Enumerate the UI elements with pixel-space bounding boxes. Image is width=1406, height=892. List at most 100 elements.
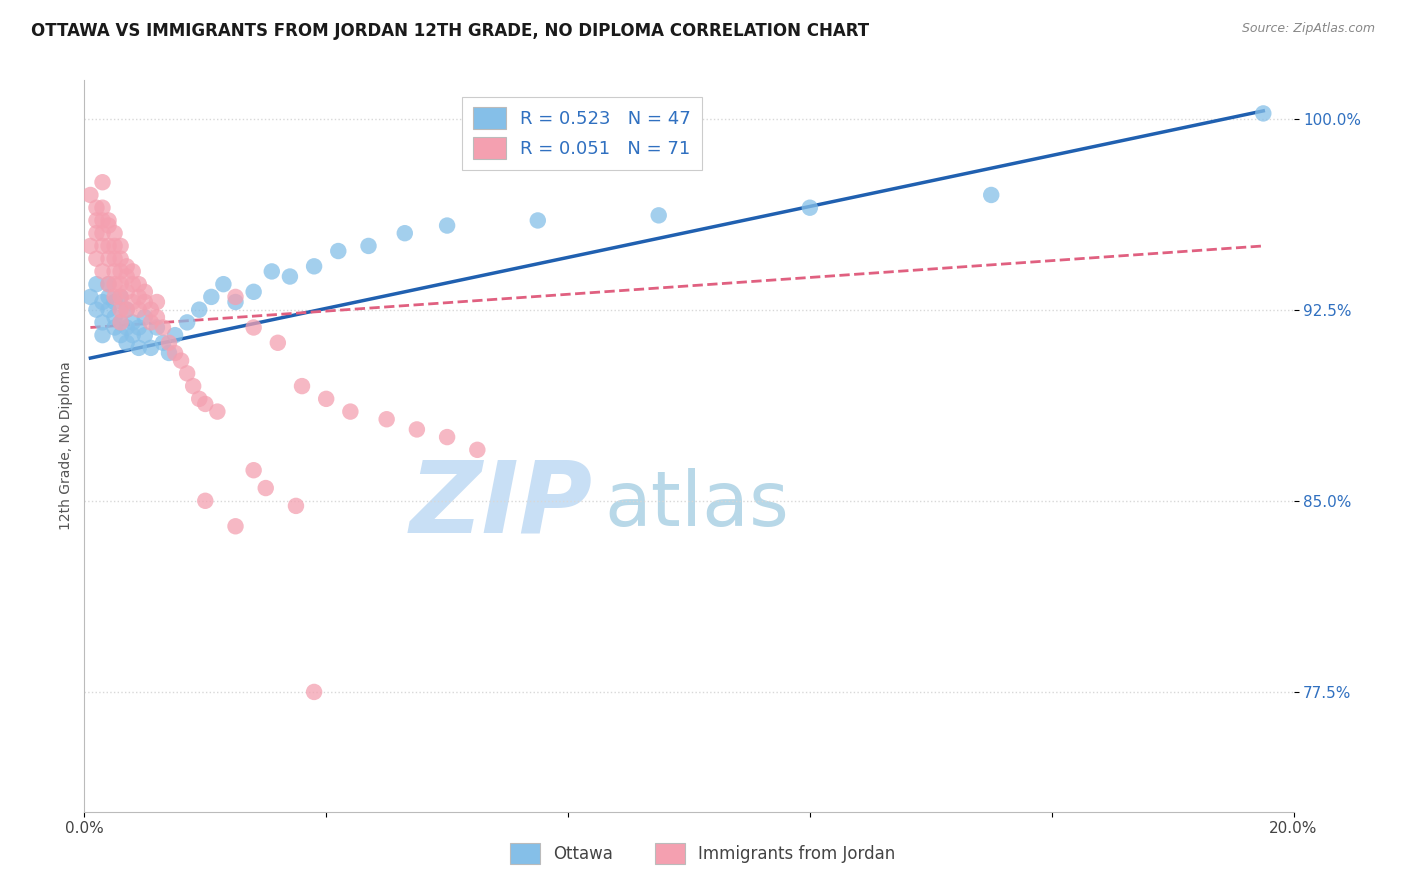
Point <box>139 341 162 355</box>
Text: OTTAWA VS IMMIGRANTS FROM JORDAN 12TH GRADE, NO DIPLOMA CORRELATION CHART: OTTAWA VS IMMIGRANTS FROM JORDAN 12TH GR… <box>31 22 869 40</box>
Point <box>315 392 337 406</box>
Point <box>97 290 120 304</box>
Point <box>278 269 301 284</box>
Point <box>207 404 229 418</box>
Point <box>152 335 174 350</box>
Point <box>242 320 264 334</box>
Point <box>97 213 120 227</box>
Point <box>97 277 120 292</box>
Point <box>128 320 150 334</box>
Point <box>121 264 143 278</box>
Point <box>104 264 127 278</box>
Point <box>104 290 127 304</box>
Point <box>121 315 143 329</box>
Point <box>128 341 150 355</box>
Point <box>110 290 132 304</box>
Point <box>406 422 429 436</box>
Point <box>328 244 350 258</box>
Point <box>648 208 671 222</box>
Point <box>86 302 108 317</box>
Point <box>97 252 120 266</box>
Point <box>121 295 143 310</box>
Point <box>242 285 264 299</box>
Point <box>467 442 489 457</box>
Point <box>267 335 290 350</box>
Point <box>146 310 169 325</box>
Point <box>436 430 458 444</box>
Point <box>194 397 217 411</box>
Point <box>254 481 277 495</box>
Point <box>104 226 127 240</box>
Point <box>104 252 127 266</box>
Point <box>104 277 127 292</box>
Point <box>357 239 380 253</box>
Point <box>188 392 211 406</box>
Point <box>339 404 361 418</box>
Point <box>302 260 325 274</box>
Point <box>110 328 132 343</box>
Legend: R = 0.523   N = 47, R = 0.051   N = 71: R = 0.523 N = 47, R = 0.051 N = 71 <box>463 96 702 169</box>
Point <box>212 277 235 292</box>
Point <box>200 290 222 304</box>
Point <box>110 239 132 253</box>
Point <box>436 219 458 233</box>
Point <box>188 302 211 317</box>
Point <box>104 239 127 253</box>
Point <box>302 685 325 699</box>
Point <box>128 290 150 304</box>
Point <box>91 328 114 343</box>
Point <box>291 379 314 393</box>
Point <box>104 295 127 310</box>
Point <box>285 499 308 513</box>
Point <box>225 290 247 304</box>
Point <box>1253 106 1275 120</box>
Point <box>165 328 187 343</box>
Point <box>86 226 108 240</box>
Point <box>110 302 132 317</box>
Point <box>104 310 127 325</box>
Point <box>157 335 180 350</box>
Text: ZIP: ZIP <box>409 456 592 553</box>
Point <box>152 320 174 334</box>
Point <box>110 290 132 304</box>
Point <box>91 295 114 310</box>
Point <box>91 175 114 189</box>
Point <box>260 264 283 278</box>
Point <box>86 277 108 292</box>
Point <box>110 277 132 292</box>
Point <box>79 290 101 304</box>
Point <box>225 519 247 533</box>
Point <box>97 239 120 253</box>
Point <box>110 315 132 329</box>
Point <box>86 252 108 266</box>
Point <box>121 277 143 292</box>
Point <box>91 226 114 240</box>
Point <box>375 412 398 426</box>
Point <box>91 213 114 227</box>
Point <box>79 188 101 202</box>
Point <box>165 346 187 360</box>
Point <box>86 213 108 227</box>
Point <box>97 302 120 317</box>
Point <box>194 493 217 508</box>
Point <box>134 310 156 325</box>
Point <box>139 302 162 317</box>
Point <box>91 264 114 278</box>
Point <box>115 302 138 317</box>
Point <box>115 269 138 284</box>
Point <box>181 379 204 393</box>
Point <box>527 213 550 227</box>
Point <box>110 252 132 266</box>
Text: Source: ZipAtlas.com: Source: ZipAtlas.com <box>1241 22 1375 36</box>
Point <box>115 320 138 334</box>
Point <box>242 463 264 477</box>
Legend: Ottawa, Immigrants from Jordan: Ottawa, Immigrants from Jordan <box>503 837 903 871</box>
Point <box>139 315 162 329</box>
Point <box>128 302 150 317</box>
Y-axis label: 12th Grade, No Diploma: 12th Grade, No Diploma <box>59 361 73 531</box>
Point <box>91 315 114 329</box>
Point <box>146 320 169 334</box>
Point <box>104 320 127 334</box>
Point <box>121 328 143 343</box>
Point <box>170 353 193 368</box>
